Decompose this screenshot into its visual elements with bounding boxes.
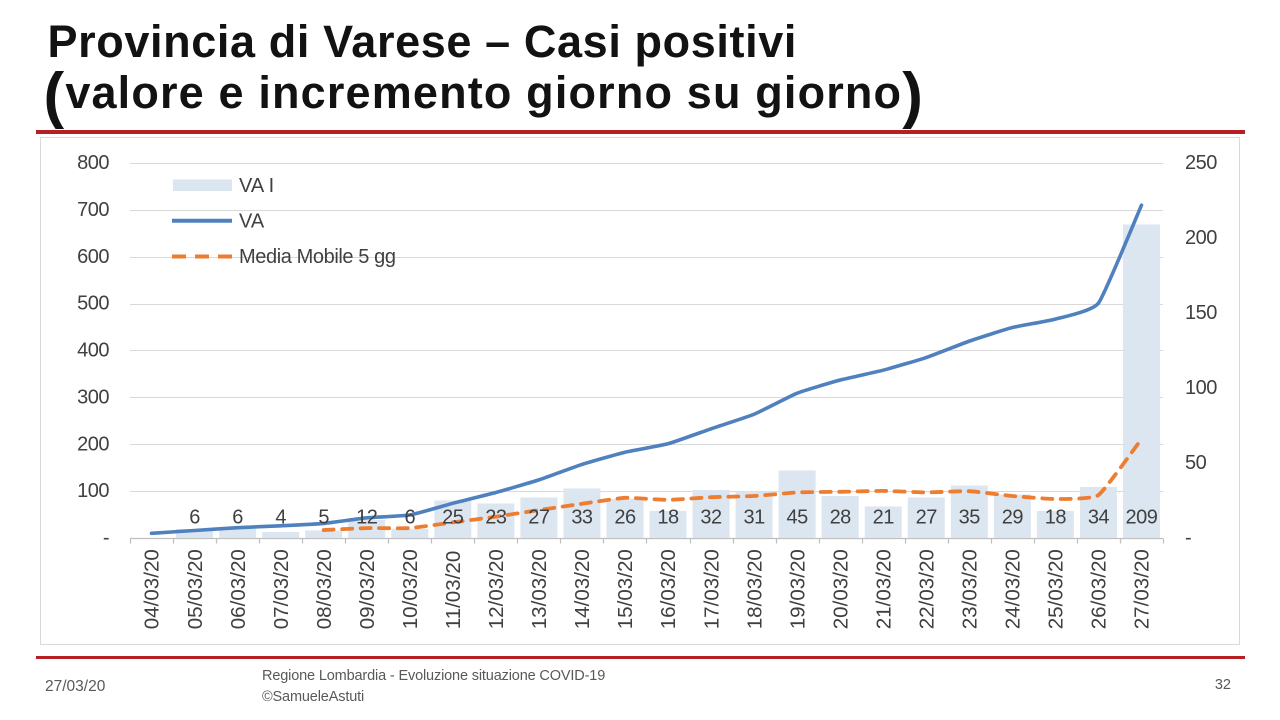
svg-text:100: 100	[1185, 377, 1217, 399]
svg-text:13/03/20: 13/03/20	[528, 549, 551, 629]
svg-text:17/03/20: 17/03/20	[700, 549, 723, 629]
svg-text:-: -	[1185, 527, 1191, 549]
svg-text:20/03/20: 20/03/20	[829, 549, 852, 629]
svg-text:19/03/20: 19/03/20	[786, 549, 809, 629]
svg-text:26/03/20: 26/03/20	[1088, 549, 1111, 629]
svg-text:700: 700	[77, 199, 109, 221]
svg-text:5: 5	[318, 507, 329, 529]
svg-text:33: 33	[571, 507, 593, 529]
svg-text:21/03/20: 21/03/20	[872, 549, 895, 629]
svg-text:250: 250	[1185, 152, 1217, 174]
svg-text:-: -	[103, 527, 109, 549]
svg-text:27: 27	[528, 507, 550, 529]
svg-text:07/03/20: 07/03/20	[270, 549, 293, 629]
svg-text:31: 31	[743, 507, 765, 529]
svg-text:34: 34	[1088, 507, 1110, 529]
svg-text:05/03/20: 05/03/20	[184, 549, 207, 629]
svg-text:27/03/20: 27/03/20	[1131, 549, 1154, 629]
svg-text:6: 6	[232, 507, 243, 529]
svg-text:23: 23	[485, 507, 507, 529]
svg-text:18: 18	[1045, 507, 1067, 529]
svg-text:18: 18	[657, 507, 679, 529]
svg-text:18/03/20: 18/03/20	[743, 549, 766, 629]
svg-text:12: 12	[356, 507, 378, 529]
svg-text:09/03/20: 09/03/20	[356, 549, 379, 629]
svg-text:45: 45	[787, 507, 809, 529]
svg-text:200: 200	[77, 433, 109, 455]
svg-text:Media Mobile 5 gg: Media Mobile 5 gg	[239, 246, 396, 268]
svg-text:23/03/20: 23/03/20	[959, 549, 982, 629]
svg-text:500: 500	[77, 293, 109, 315]
svg-text:6: 6	[189, 507, 200, 529]
svg-text:16/03/20: 16/03/20	[657, 549, 680, 629]
svg-text:29: 29	[1002, 507, 1024, 529]
svg-text:06/03/20: 06/03/20	[227, 549, 250, 629]
svg-text:100: 100	[77, 480, 109, 502]
svg-text:15/03/20: 15/03/20	[614, 549, 637, 629]
svg-text:800: 800	[77, 152, 109, 174]
svg-text:400: 400	[77, 340, 109, 362]
svg-text:10/03/20: 10/03/20	[399, 549, 422, 629]
svg-text:14/03/20: 14/03/20	[571, 549, 594, 629]
svg-text:11/03/20: 11/03/20	[442, 551, 465, 630]
svg-text:12/03/20: 12/03/20	[485, 549, 508, 629]
svg-text:150: 150	[1185, 302, 1217, 324]
svg-text:21: 21	[873, 507, 895, 529]
svg-text:28: 28	[830, 507, 852, 529]
svg-text:200: 200	[1185, 227, 1217, 249]
svg-text:26: 26	[614, 507, 636, 529]
svg-text:25/03/20: 25/03/20	[1045, 549, 1068, 629]
svg-text:22/03/20: 22/03/20	[915, 549, 938, 629]
svg-text:4: 4	[275, 507, 286, 529]
svg-text:04/03/20: 04/03/20	[141, 549, 164, 629]
svg-text:209: 209	[1126, 507, 1158, 529]
svg-text:25: 25	[442, 507, 464, 529]
svg-text:VA I: VA I	[239, 175, 274, 197]
svg-text:32: 32	[700, 507, 722, 529]
svg-text:50: 50	[1185, 452, 1207, 474]
svg-text:08/03/20: 08/03/20	[313, 549, 336, 629]
svg-text:27: 27	[916, 507, 938, 529]
svg-text:300: 300	[77, 386, 109, 408]
svg-text:600: 600	[77, 246, 109, 268]
svg-text:35: 35	[959, 507, 981, 529]
svg-text:24/03/20: 24/03/20	[1002, 549, 1025, 629]
svg-text:VA: VA	[239, 211, 265, 233]
svg-text:6: 6	[404, 507, 415, 529]
